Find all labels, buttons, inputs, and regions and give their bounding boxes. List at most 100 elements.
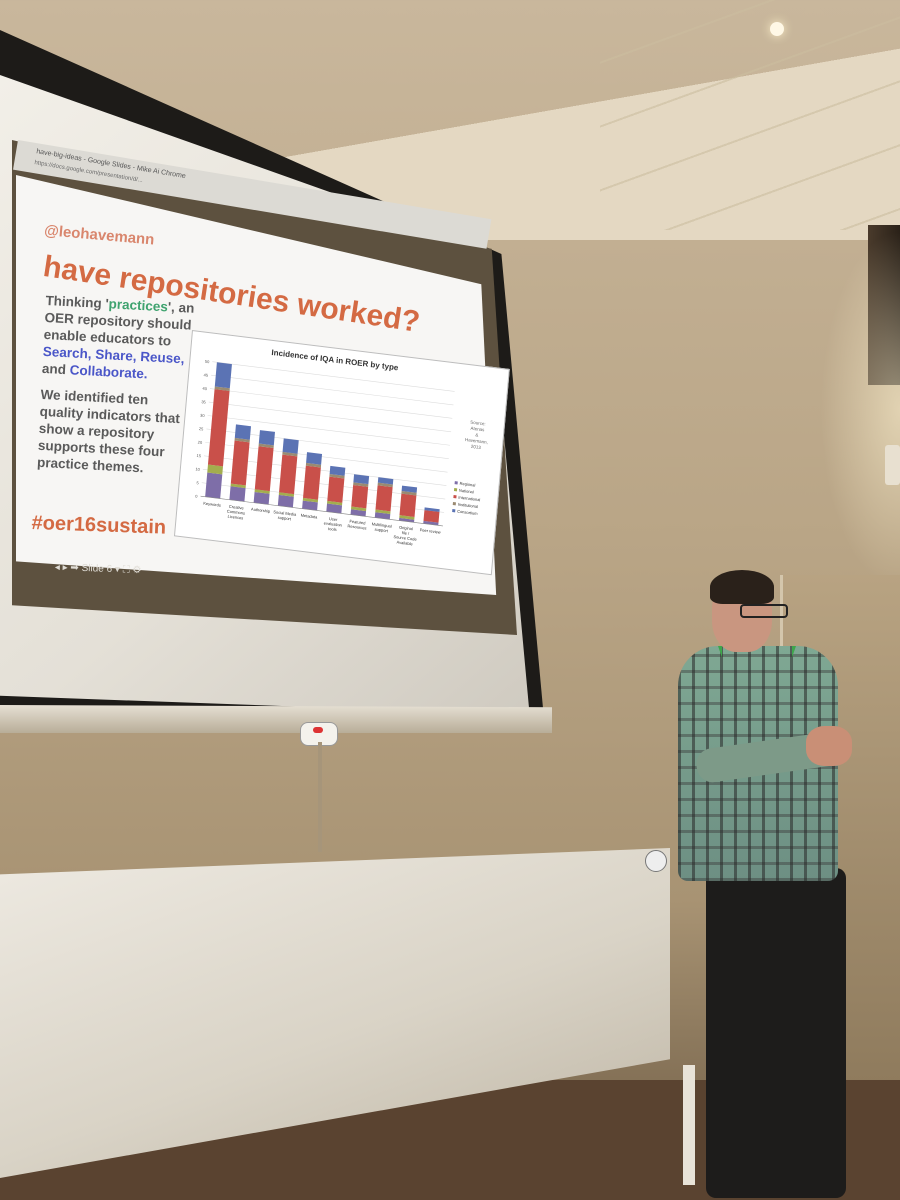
bar-segment	[377, 477, 394, 485]
stacked-bar-chart: Incidence of IQA in ROER by type 0 5 10 15 20…	[173, 330, 510, 576]
bar-segment	[207, 464, 224, 475]
bar-segment	[351, 485, 369, 509]
bar-segment	[302, 497, 319, 503]
bar-segment	[282, 438, 299, 454]
x-tick-label: Social Media	[273, 509, 297, 517]
bar-segment	[423, 520, 439, 526]
ceiling-tiles	[600, 0, 900, 230]
bar-segment	[351, 506, 367, 512]
x-tick-label: Authorship	[251, 506, 271, 513]
practice-keywords-2: Collaborate.	[69, 362, 149, 382]
bar-segment	[353, 482, 369, 487]
bar-segment	[277, 494, 294, 508]
bar-segment	[258, 430, 275, 446]
chart-source-note: Atenas	[470, 426, 485, 433]
legend-label: Regional	[459, 481, 475, 488]
bar-segment	[205, 472, 223, 499]
x-tick-label: Multilingual	[372, 521, 392, 528]
gridline	[212, 361, 455, 392]
bar-segment	[234, 437, 250, 443]
bar-segment	[377, 482, 393, 488]
bar-segment	[207, 389, 230, 467]
bar-segment	[306, 452, 323, 465]
legend-swatch	[453, 488, 458, 492]
y-tick-label: 10	[195, 466, 201, 472]
bar-segment	[305, 462, 322, 468]
bar-segment	[329, 473, 345, 479]
x-tick-label: Keywords	[203, 501, 221, 508]
x-axis	[200, 495, 443, 527]
pull-cord	[318, 742, 322, 852]
bar-segment	[278, 492, 295, 497]
x-tick-label: Metadata	[301, 513, 319, 520]
y-tick-label: 50	[205, 359, 211, 365]
bar-segment	[350, 509, 367, 517]
y-tick-label: 25	[199, 426, 205, 432]
y-tick-label: 45	[203, 372, 209, 378]
chart-source-note: 2013	[471, 444, 482, 450]
y-tick-label: 35	[201, 399, 207, 405]
bar-segment	[303, 465, 321, 500]
legend-swatch	[454, 481, 458, 485]
legend-swatch	[452, 508, 456, 513]
chart-svg: Incidence of IQA in ROER by type05101520…	[195, 348, 488, 547]
x-tick-label: Original	[399, 525, 413, 532]
chart-source-note: &	[475, 432, 478, 437]
y-tick-label: 20	[198, 439, 204, 445]
bar-segment	[254, 446, 274, 492]
bar-segment	[234, 424, 251, 440]
x-tick-label: Commons	[227, 508, 246, 515]
bar-segment	[401, 490, 417, 496]
x-tick-label: Resources	[347, 523, 366, 530]
x-tick-label: Available	[396, 539, 413, 546]
y-tick-label: 40	[202, 386, 208, 392]
y-tick-label: 30	[200, 413, 206, 419]
bar-segment	[423, 510, 440, 523]
practices-keyword: practices	[108, 296, 169, 315]
legend-label: National	[459, 488, 474, 495]
x-tick-label: Licences	[227, 514, 243, 521]
presenter-hands	[806, 726, 852, 766]
x-tick-label: support	[374, 527, 389, 534]
bar-segment	[327, 500, 343, 506]
x-tick-label: User	[329, 516, 338, 522]
bar-segment	[327, 476, 345, 503]
bar-segment	[282, 451, 298, 457]
bar-segment	[399, 493, 417, 518]
presenter-glasses	[740, 604, 788, 618]
window-light	[820, 230, 900, 590]
presenter-trousers	[706, 868, 846, 1198]
ceiling-light	[770, 22, 784, 36]
screen-bottom-bar	[0, 705, 552, 733]
bar-segment	[214, 386, 230, 392]
x-tick-label: Source Code	[393, 534, 417, 542]
y-tick-label: 0	[195, 494, 198, 499]
legend-label: Institutional	[458, 502, 479, 509]
bar-segment	[214, 362, 232, 389]
bar-segment	[401, 485, 418, 493]
bar-segment	[258, 443, 274, 449]
presenter	[668, 568, 868, 1200]
bar-segment	[424, 507, 440, 512]
x-tick-label: tools	[328, 526, 337, 532]
presenter-hair	[710, 570, 774, 604]
slide-body: Thinking 'practices', an OER repository …	[36, 292, 196, 488]
bar-segment	[329, 465, 346, 476]
x-tick-label: file /	[402, 530, 411, 536]
y-tick-label: 15	[196, 453, 202, 459]
bar-segment	[230, 483, 246, 489]
gridline	[208, 401, 452, 433]
y-tick-label: 5	[196, 480, 199, 485]
bar-segment	[399, 515, 415, 520]
bar-segment	[254, 489, 270, 494]
body-paragraph-1: Thinking 'practices', an OER repository …	[41, 292, 195, 382]
bar-segment	[399, 517, 415, 523]
wall-switch	[885, 445, 900, 485]
radiator-valve	[645, 850, 667, 872]
x-tick-label: support	[278, 515, 293, 522]
gridline	[209, 388, 453, 419]
bar-segment	[374, 512, 391, 520]
gridline	[211, 374, 454, 406]
bar-segment	[326, 503, 343, 514]
bar-segment	[230, 440, 250, 486]
